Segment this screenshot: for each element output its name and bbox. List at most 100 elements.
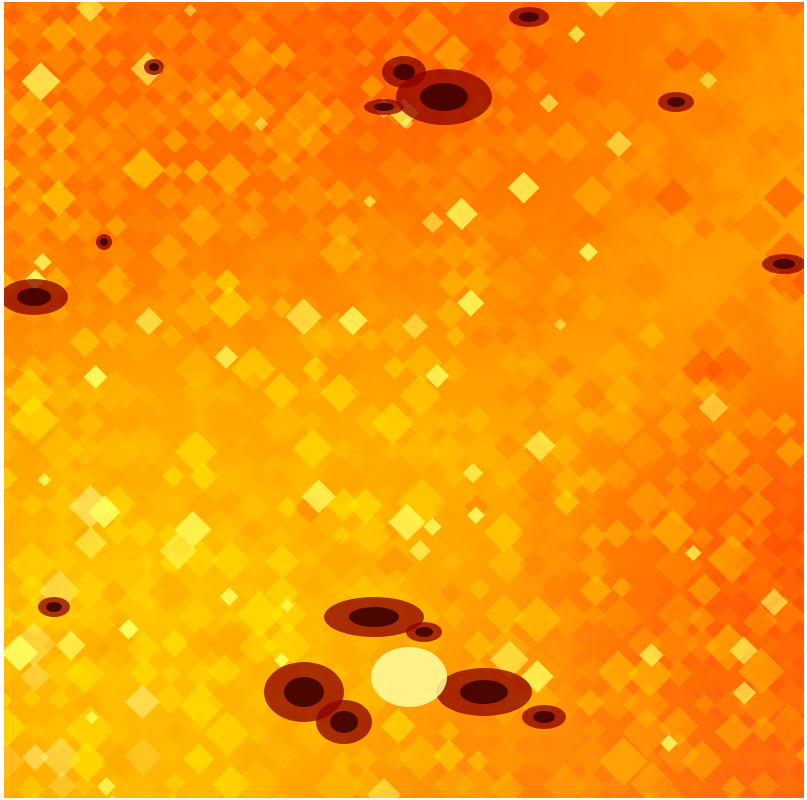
texture-diamond	[623, 431, 666, 474]
texture-diamond	[4, 187, 18, 208]
texture-diamond	[577, 548, 614, 584]
texture-diamond	[349, 374, 382, 407]
texture-diamond	[774, 436, 804, 468]
texture-diamond	[652, 760, 703, 798]
highlight-diamond	[729, 636, 758, 665]
texture-diamond	[441, 603, 467, 628]
texture-diamond	[553, 2, 573, 13]
texture-diamond	[455, 144, 504, 193]
texture-diamond	[359, 327, 384, 352]
texture-diamond	[624, 570, 666, 612]
texture-diamond	[125, 684, 160, 720]
texture-diamond	[178, 598, 216, 635]
texture-diamond	[204, 228, 251, 274]
texture-diamond	[300, 377, 327, 404]
texture-diamond	[371, 402, 414, 445]
highlight-diamond	[467, 506, 485, 525]
dark-spots-layer	[4, 7, 804, 744]
texture-diamond	[4, 796, 6, 798]
texture-diamond	[735, 312, 780, 357]
highlight-diamond	[421, 211, 444, 234]
texture-diamond	[65, 86, 117, 138]
texture-diamond	[289, 761, 331, 798]
texture-diamond	[628, 743, 664, 778]
texture-diamond	[658, 484, 697, 523]
texture-diamond	[292, 8, 337, 53]
texture-diamond	[543, 628, 582, 668]
texture-diamond	[40, 736, 82, 779]
texture-diamond	[382, 355, 407, 380]
texture-diamond	[541, 704, 592, 756]
texture-diamond	[768, 153, 804, 194]
hot-spot-core	[533, 711, 555, 723]
texture-diamond	[399, 764, 450, 798]
texture-diamond	[524, 326, 550, 351]
texture-diamond	[679, 481, 728, 529]
texture-diamond	[713, 293, 752, 332]
texture-diamond	[160, 629, 189, 658]
texture-diamond	[318, 537, 362, 581]
texture-diamond	[128, 494, 155, 521]
highlight-diamond	[660, 734, 678, 753]
texture-diamond	[664, 465, 689, 490]
texture-diamond	[668, 435, 692, 459]
texture-diamond	[602, 518, 633, 549]
texture-diamond	[459, 2, 504, 24]
texture-diamond	[215, 748, 240, 773]
texture-diamond	[207, 677, 250, 720]
texture-diamond	[625, 480, 671, 525]
texture-diamond	[4, 603, 19, 632]
texture-diamond	[542, 565, 589, 613]
texture-diamond	[40, 180, 77, 217]
texture-diamond	[572, 378, 608, 414]
texture-diamond	[405, 214, 437, 246]
texture-diamond	[236, 263, 279, 306]
texture-diamond	[679, 705, 729, 755]
texture-diamond	[650, 509, 695, 554]
texture-diamond	[762, 290, 804, 335]
texture-diamond	[16, 775, 46, 798]
texture-diamond	[272, 273, 295, 296]
texture-diamond	[398, 563, 444, 609]
texture-diamond	[347, 178, 383, 214]
texture-diamond	[482, 737, 528, 783]
texture-diamond	[299, 215, 328, 244]
texture-diamond	[670, 2, 685, 9]
texture-diamond	[4, 158, 21, 189]
texture-diamond	[487, 202, 530, 245]
texture-diamond	[96, 177, 130, 211]
texture-diamond	[688, 573, 721, 606]
texture-diamond	[241, 239, 276, 274]
texture-diamond	[598, 68, 636, 106]
texture-diamond	[443, 465, 466, 488]
texture-diamond	[287, 173, 333, 220]
texture-diamond	[37, 426, 84, 473]
texture-diamond	[23, 327, 49, 352]
texture-diamond	[801, 198, 804, 203]
highlight-diamond	[639, 643, 664, 668]
texture-diamond	[711, 483, 759, 531]
texture-diamond	[801, 307, 804, 312]
texture-diamond	[262, 621, 312, 671]
texture-diamond	[492, 466, 520, 494]
texture-diamond	[214, 488, 244, 518]
texture-diamond	[491, 124, 530, 163]
texture-diamond	[214, 268, 241, 296]
highlight-diamond	[578, 242, 598, 262]
texture-diamond	[510, 760, 555, 798]
texture-diamond	[174, 289, 220, 334]
texture-diamond	[436, 628, 470, 661]
texture-diamond	[267, 525, 293, 551]
texture-diamond	[257, 92, 305, 141]
texture-diamond	[462, 235, 502, 275]
texture-diamond	[466, 354, 492, 379]
texture-diamond	[714, 742, 743, 770]
texture-diamond	[570, 93, 607, 130]
texture-diamond	[323, 179, 355, 211]
hot-spot-core	[519, 12, 539, 22]
texture-diamond	[264, 68, 302, 106]
texture-diamond	[103, 297, 132, 326]
texture-diamond	[464, 494, 490, 520]
texture-diamond	[205, 198, 255, 248]
texture-diamond	[162, 161, 183, 182]
